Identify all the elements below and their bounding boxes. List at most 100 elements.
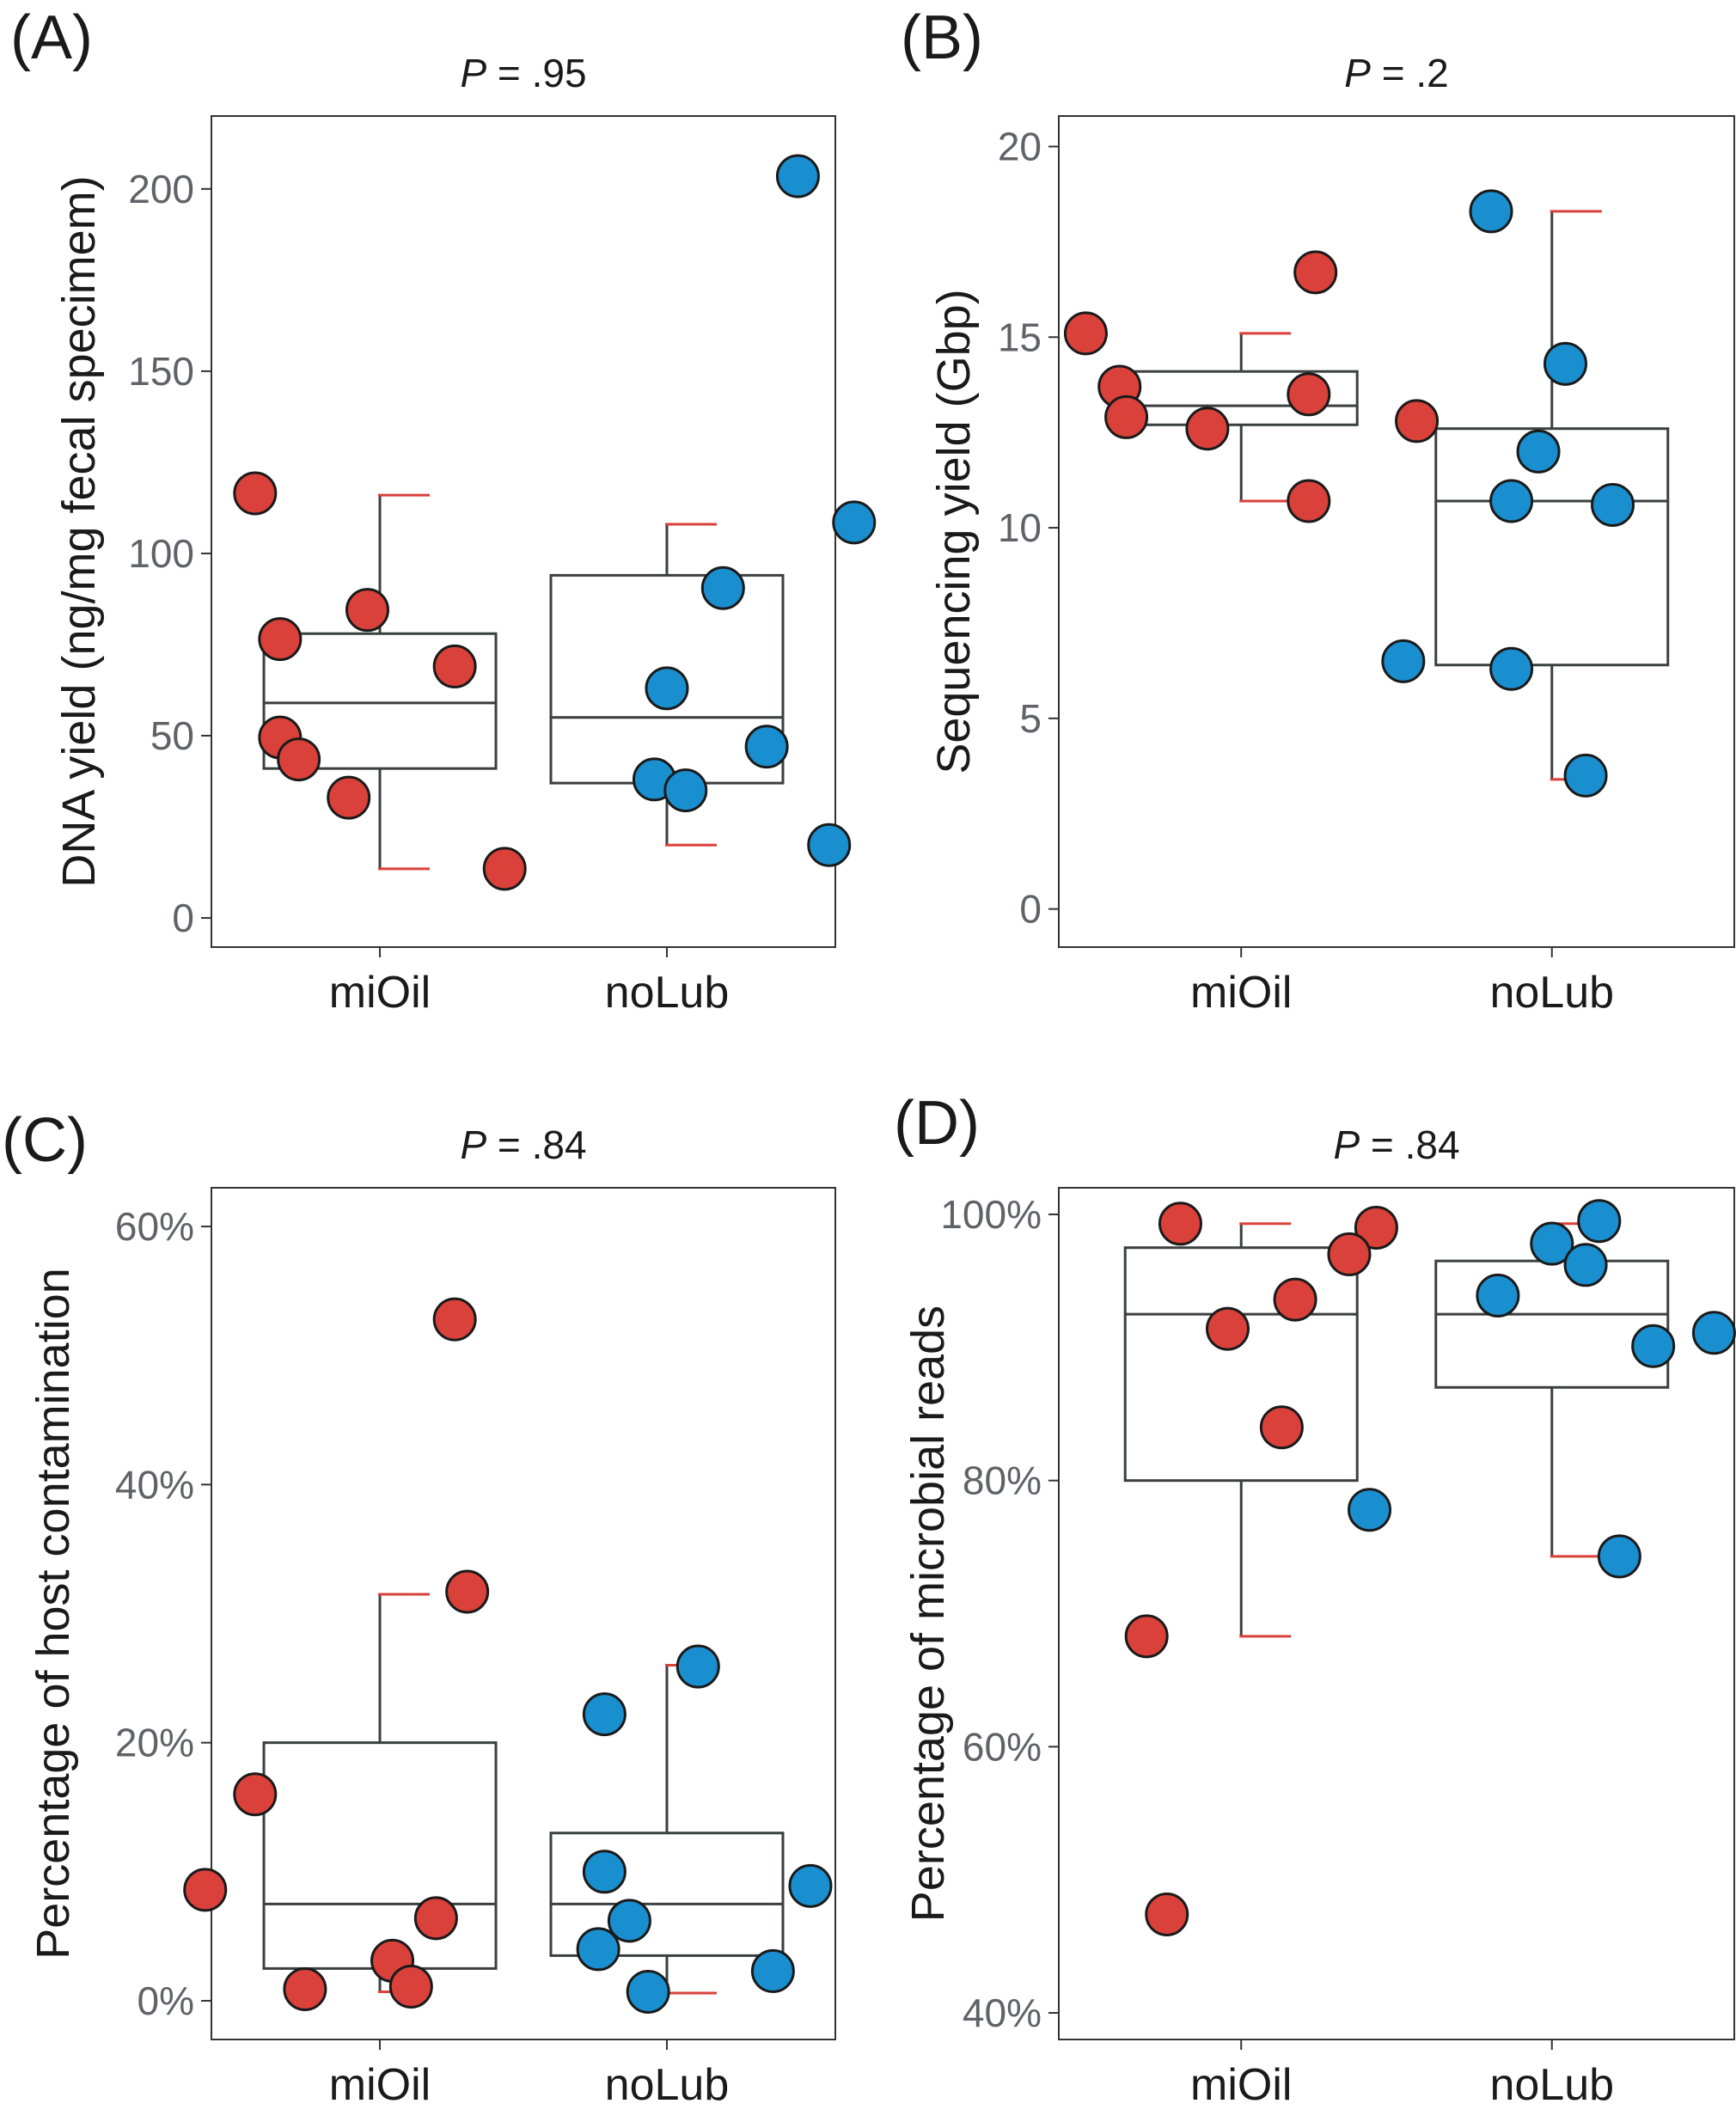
data-point-noLub	[1563, 753, 1608, 798]
data-point-noLub	[1577, 1199, 1622, 1244]
y-tick-label: 0	[172, 896, 194, 940]
data-point-noLub	[1597, 1534, 1641, 1579]
data-point-noLub	[1543, 341, 1587, 386]
data-point-noLub	[1591, 482, 1635, 527]
data-point-noLub	[750, 1948, 795, 1993]
y-tick-label: 20%	[115, 1721, 194, 1765]
data-point-miOil	[1287, 372, 1331, 417]
panel-label: (D)	[894, 1089, 980, 1158]
data-point-miOil	[432, 644, 477, 688]
data-point-noLub	[1381, 639, 1426, 683]
p-value: = .95	[486, 51, 586, 95]
data-point-miOil	[1273, 1277, 1317, 1322]
y-tick-label: 60%	[963, 1724, 1042, 1769]
data-point-miOil	[1124, 1614, 1169, 1659]
data-point-noLub	[1489, 479, 1534, 523]
data-point-miOil	[1104, 394, 1149, 439]
x-tick-label: noLub	[605, 2060, 730, 2110]
chart-panel-2: (B) P = .2 Sequencing yield (Gbp) 0 5 10 15 20 m…	[901, 3, 1735, 1018]
data-point-miOil	[1206, 1306, 1250, 1351]
data-point-miOil	[183, 1868, 228, 1912]
data-point-noLub	[1563, 1243, 1608, 1287]
data-point-miOil	[1145, 1892, 1189, 1936]
data-point-miOil	[283, 1966, 327, 2011]
p-value: = .84	[486, 1122, 586, 1167]
plot-frame	[211, 115, 836, 948]
p-symbol: P	[1344, 51, 1371, 95]
y-tick-label: 20	[998, 124, 1042, 168]
data-point-miOil	[1158, 1202, 1202, 1246]
x-tick-label: noLub	[1489, 2060, 1614, 2110]
data-point-noLub	[1516, 429, 1561, 474]
data-point-noLub	[832, 500, 877, 545]
y-tick-label: 0%	[138, 1978, 194, 2023]
data-point-noLub	[1476, 1273, 1520, 1318]
y-tick-label: 40%	[115, 1462, 194, 1507]
x-tick-label: noLub	[1489, 968, 1614, 1018]
data-point-noLub	[1489, 646, 1534, 691]
p-value-title: P = .2	[1344, 51, 1448, 95]
data-point-miOil	[258, 617, 303, 662]
panel-label: (C)	[2, 1106, 88, 1175]
y-tick-label: 150	[128, 349, 194, 394]
data-point-miOil	[233, 1772, 278, 1817]
x-tick-label: miOil	[329, 968, 431, 1018]
y-tick-label: 200	[128, 167, 194, 211]
y-tick-label: 100	[128, 531, 194, 576]
box-noLub	[1434, 1259, 1670, 1389]
x-tick-label: miOil	[1190, 968, 1292, 1018]
y-axis-label: DNA yield (ng/mg fecal specimem)	[53, 175, 105, 887]
plot-frame	[1058, 115, 1735, 948]
data-point-miOil	[445, 1569, 490, 1614]
data-point-noLub	[645, 666, 689, 711]
data-point-noLub	[582, 1850, 627, 1894]
plot-frame	[211, 1187, 836, 2040]
y-tick-label: 60%	[115, 1204, 194, 1249]
box-noLub	[549, 1832, 785, 1957]
chart-panel-4: (D) P = .84 Percentage of microbial reads 4…	[894, 1089, 1736, 2110]
y-tick-label: 0	[1019, 887, 1042, 932]
y-tick-label: 100%	[940, 1192, 1042, 1237]
y-axis-label: Sequencing yield (Gbp)	[928, 289, 980, 774]
box-noLub	[1434, 427, 1670, 667]
data-point-miOil	[1293, 250, 1338, 295]
panel-label: (A)	[10, 3, 93, 72]
y-axis-label: Percentage of microbial reads	[902, 1306, 954, 1922]
data-point-noLub	[607, 1899, 651, 1943]
p-value-title: P = .95	[460, 51, 586, 95]
p-symbol: P	[460, 51, 486, 95]
data-point-miOil	[1395, 399, 1440, 443]
y-axis-label: Percentage of host contamination	[28, 1268, 79, 1960]
data-point-miOil	[482, 847, 527, 891]
x-tick-label: noLub	[605, 968, 730, 1018]
data-point-miOil	[413, 1896, 458, 1941]
data-point-noLub	[1348, 1488, 1392, 1532]
y-tick-label: 5	[1019, 696, 1042, 741]
y-tick-label: 50	[150, 713, 194, 758]
panel-label: (B)	[901, 3, 983, 72]
data-point-miOil	[277, 737, 321, 782]
box-miOil	[1123, 1246, 1359, 1483]
data-point-miOil	[1327, 1232, 1372, 1276]
y-tick-label: 80%	[963, 1458, 1042, 1503]
data-point-noLub	[744, 725, 789, 769]
p-value: = .2	[1371, 51, 1449, 95]
p-symbol: P	[1333, 1122, 1360, 1167]
data-point-miOil	[327, 775, 371, 820]
data-point-noLub	[582, 1692, 627, 1737]
data-point-noLub	[663, 768, 708, 813]
data-point-noLub	[1530, 1221, 1574, 1266]
data-point-miOil	[1185, 407, 1230, 451]
p-symbol: P	[460, 1122, 486, 1167]
box-miOil	[262, 1741, 498, 1970]
data-point-miOil	[1063, 311, 1108, 356]
box-miOil	[262, 632, 498, 770]
data-point-noLub	[675, 1644, 720, 1689]
y-tick-label: 10	[998, 505, 1042, 550]
data-point-miOil	[345, 588, 389, 633]
chart-panel-3: (C) P = .84 Percentage of host contaminati…	[2, 1106, 836, 2110]
data-point-noLub	[626, 1969, 670, 2014]
p-value-title: P = .84	[1333, 1122, 1459, 1167]
data-point-noLub	[700, 566, 745, 610]
